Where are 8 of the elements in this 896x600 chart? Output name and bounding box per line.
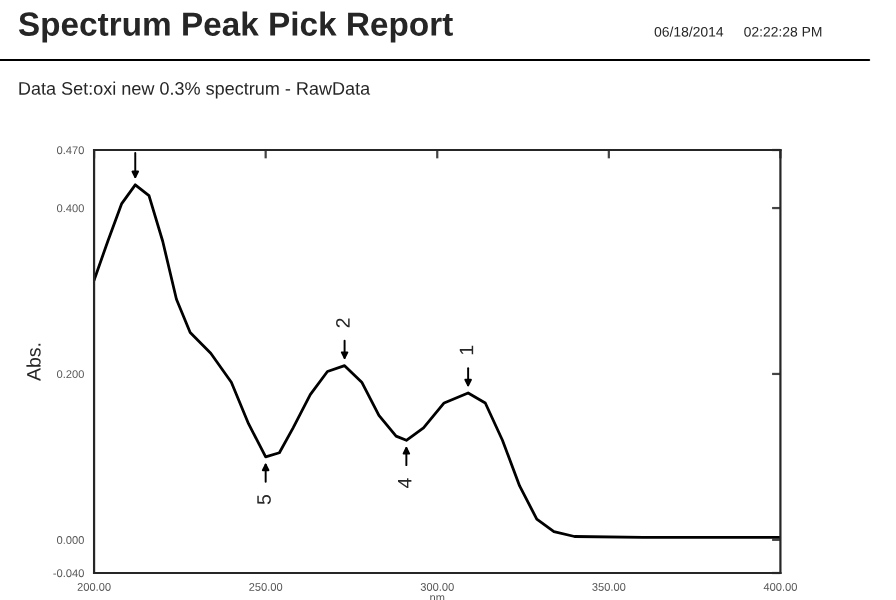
annotation: 5 [257,495,271,505]
chart-title: Spectrum Peak Pick Report [18,11,453,43]
annotation: 2 [336,318,350,328]
annotation: 4 [398,478,412,488]
y-axis-title: Abs. [26,343,41,381]
line-series [94,183,781,539]
annotation: 1 [459,345,474,355]
chart-subtitle: Data Set:oxi new 0.3% spectrum - RawData [19,81,371,99]
